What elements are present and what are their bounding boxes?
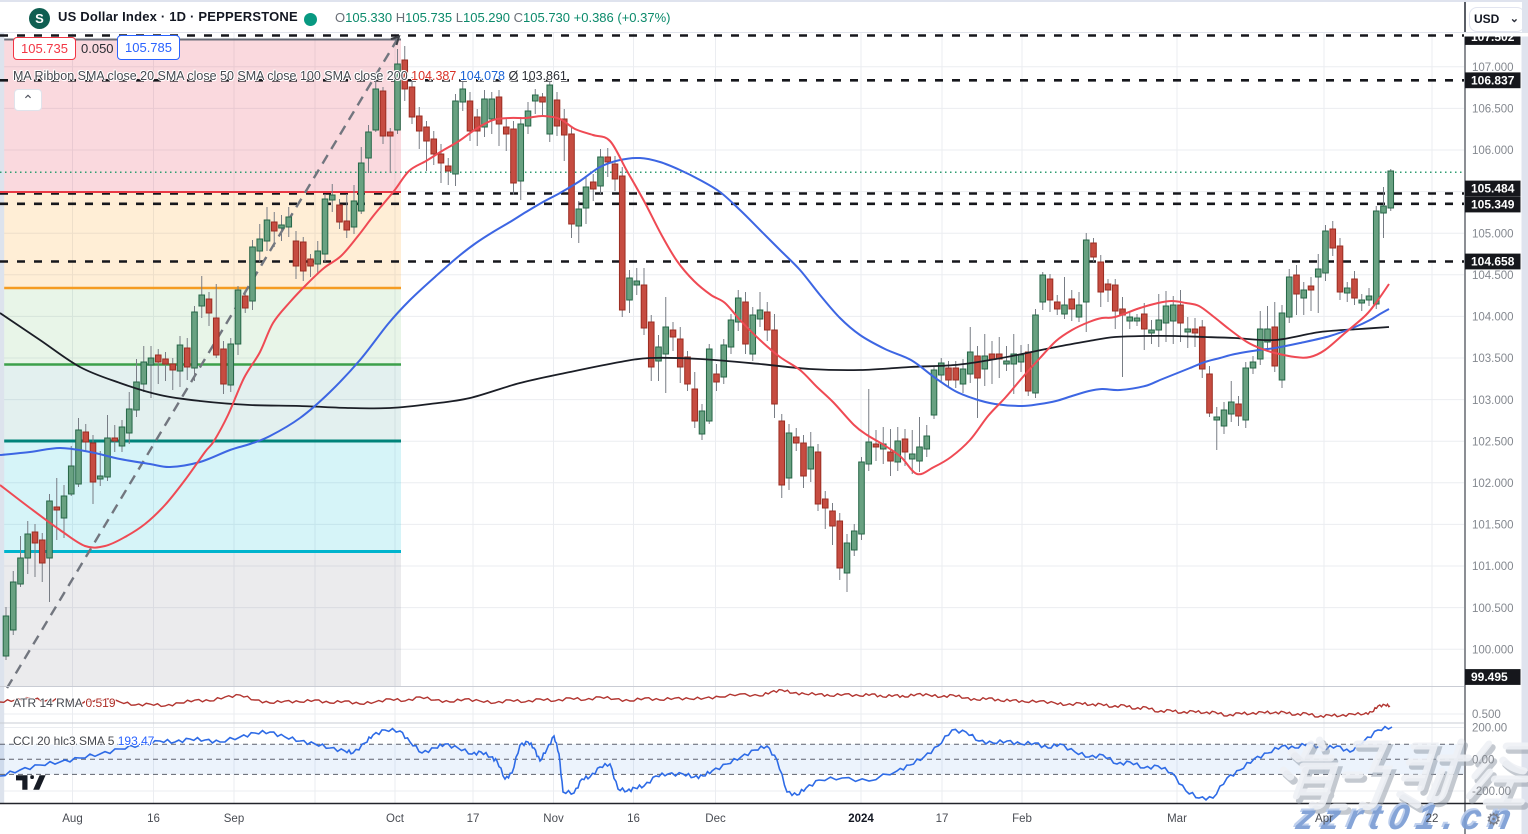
svg-text:106.837: 106.837 <box>1471 74 1515 88</box>
svg-text:17: 17 <box>467 813 480 825</box>
svg-text:105.349: 105.349 <box>1471 198 1515 212</box>
svg-text:0.00: 0.00 <box>1472 755 1494 767</box>
svg-text:2024: 2024 <box>848 813 874 825</box>
svg-text:102.000: 102.000 <box>1472 478 1514 490</box>
svg-text:Oct: Oct <box>386 813 405 825</box>
svg-text:Nov: Nov <box>543 813 564 825</box>
svg-text:103.000: 103.000 <box>1472 395 1514 407</box>
svg-text:Aug: Aug <box>62 813 82 825</box>
svg-text:zzrt01.cn: zzrt01.cn <box>1291 796 1522 834</box>
svg-text:Dec: Dec <box>705 813 726 825</box>
svg-text:105.484: 105.484 <box>1471 182 1515 196</box>
svg-text:⚙: ⚙ <box>1486 810 1501 829</box>
svg-text:104.000: 104.000 <box>1472 312 1514 324</box>
svg-text:106.500: 106.500 <box>1472 104 1514 116</box>
svg-text:102.500: 102.500 <box>1472 436 1514 448</box>
svg-text:101.500: 101.500 <box>1472 520 1514 532</box>
svg-text:99.495: 99.495 <box>1471 670 1508 684</box>
svg-text:107.000: 107.000 <box>1472 62 1514 74</box>
svg-text:100.500: 100.500 <box>1472 603 1514 615</box>
svg-text:Mar: Mar <box>1167 813 1187 825</box>
svg-text:16: 16 <box>147 813 160 825</box>
svg-text:103.500: 103.500 <box>1472 353 1514 365</box>
svg-text:100.000: 100.000 <box>1472 644 1514 656</box>
svg-text:Apr: Apr <box>1315 813 1333 825</box>
svg-text:0.500: 0.500 <box>1472 709 1501 721</box>
svg-text:101.000: 101.000 <box>1472 561 1514 573</box>
svg-text:-200.00: -200.00 <box>1472 786 1511 798</box>
svg-text:104.658: 104.658 <box>1471 255 1515 269</box>
svg-text:200.00: 200.00 <box>1472 723 1507 735</box>
svg-text:16: 16 <box>627 813 640 825</box>
svg-text:106.000: 106.000 <box>1472 145 1514 157</box>
svg-text:zzrt01.cn: zzrt01.cn <box>1292 798 1523 834</box>
svg-text:22: 22 <box>1426 813 1439 825</box>
svg-text:Sep: Sep <box>224 813 244 825</box>
svg-text:Feb: Feb <box>1012 813 1032 825</box>
svg-text:17: 17 <box>936 813 949 825</box>
svg-text:104.500: 104.500 <box>1472 270 1514 282</box>
svg-text:105.000: 105.000 <box>1472 228 1514 240</box>
